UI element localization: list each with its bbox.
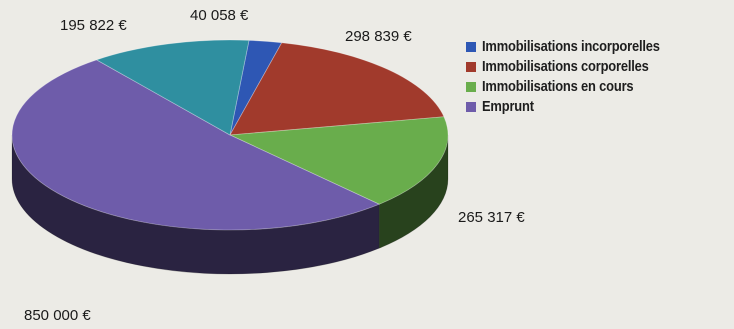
data-label-0: 40 058 € [190, 7, 249, 24]
pie-slice-3 [11, 59, 381, 231]
legend-item-en-cours: Immobilisations en cours [466, 78, 689, 95]
pie-slice-0 [229, 39, 283, 136]
legend-label-en-cours: Immobilisations en cours [482, 78, 634, 95]
data-label-2: 265 317 € [458, 209, 525, 226]
legend-label-incorporelles: Immobilisations incorporelles [482, 38, 660, 55]
legend-swatch-emprunt [466, 101, 476, 112]
legend-item-corporelles: Immobilisations corporelles [466, 58, 689, 75]
pie-slice-1 [229, 42, 445, 136]
legend-item-emprunt: Emprunt [466, 98, 689, 115]
legend-label-corporelles: Immobilisations corporelles [482, 58, 649, 75]
pie-slice-2 [228, 116, 449, 205]
legend: Immobilisations incorporelles Immobilisa… [466, 38, 689, 115]
legend-label-emprunt: Emprunt [482, 98, 534, 115]
pie-top [11, 39, 449, 231]
data-label-4: 195 822 € [60, 17, 127, 34]
legend-swatch-en-cours [466, 81, 476, 92]
legend-swatch-incorporelles [466, 41, 476, 52]
data-label-3: 850 000 € [24, 307, 91, 324]
data-label-1: 298 839 € [345, 28, 412, 45]
legend-item-incorporelles: Immobilisations incorporelles [466, 38, 689, 55]
pie-slice-4 [95, 39, 250, 136]
legend-swatch-corporelles [466, 61, 476, 72]
